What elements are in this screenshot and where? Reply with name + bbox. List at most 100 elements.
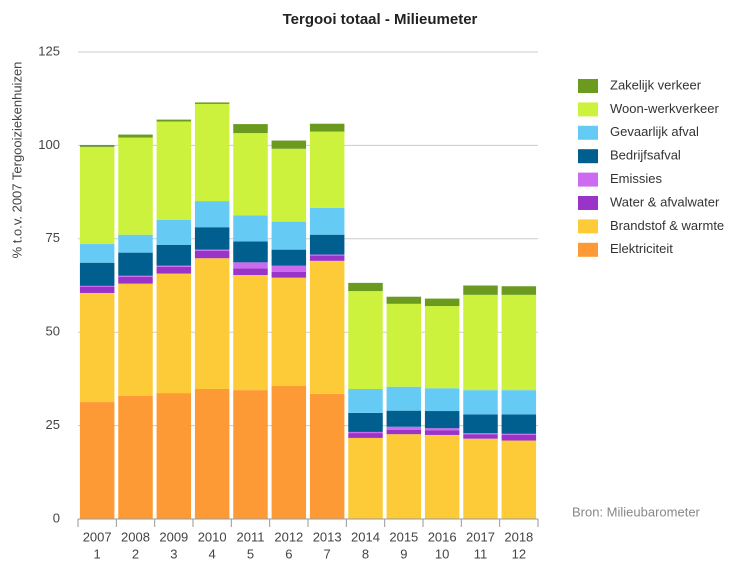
- y-tick-label: 125: [38, 43, 60, 58]
- x-tick-number: 3: [170, 546, 177, 561]
- x-tick-number: 5: [247, 546, 254, 561]
- bar-segment: [309, 255, 345, 261]
- bar-segment: [348, 431, 383, 434]
- bar-segment: [118, 137, 153, 235]
- bar-segment: [156, 266, 192, 274]
- legend-label: Gevaarlijk afval: [610, 124, 699, 139]
- bar-segment: [233, 241, 268, 263]
- bar-segment: [348, 433, 383, 438]
- bar-segment: [348, 291, 383, 389]
- x-tick-label: 2012: [274, 529, 303, 544]
- bar-segment: [194, 250, 230, 259]
- bar-segment: [386, 303, 422, 387]
- legend-label: Woon-werkverkeer: [610, 101, 720, 116]
- bar-segment: [118, 234, 153, 253]
- bar-segment: [501, 433, 537, 435]
- x-tick-label: 2017: [466, 529, 495, 544]
- bar-segment: [309, 254, 345, 256]
- legend-label: Water & afvalwater: [610, 194, 720, 209]
- bar-segment: [309, 234, 345, 255]
- bar-segment: [348, 388, 383, 413]
- bar-segment: [386, 296, 422, 304]
- x-tick-number: 4: [209, 546, 216, 561]
- x-tick-number: 12: [512, 546, 526, 561]
- bar-segment: [463, 434, 498, 439]
- x-tick-label: 2008: [121, 529, 150, 544]
- x-tick-label: 2018: [504, 529, 533, 544]
- legend-swatch: [578, 149, 598, 164]
- bar-segment: [118, 283, 153, 396]
- bar-segment: [156, 119, 192, 122]
- bar-segment: [118, 252, 153, 276]
- bar-segment: [348, 412, 383, 432]
- bar-segment: [501, 286, 537, 295]
- bar-segment: [463, 414, 498, 434]
- x-tick-number: 8: [362, 546, 369, 561]
- legend-label: Emissies: [610, 171, 663, 186]
- bar-segment: [501, 440, 537, 519]
- chart-title: Tergooi totaal - Milieumeter: [283, 11, 478, 28]
- y-tick-label: 100: [38, 137, 60, 152]
- bar-segment: [156, 244, 192, 266]
- bar-segment: [233, 262, 268, 269]
- bar-segment: [386, 434, 422, 519]
- y-tick-label: 50: [46, 324, 60, 339]
- x-tick-label: 2014: [351, 529, 380, 544]
- bar-segment: [463, 285, 498, 295]
- bar-segment: [501, 434, 537, 441]
- bar-segment: [118, 134, 153, 138]
- bar-segment: [309, 393, 345, 519]
- y-tick-label: 0: [53, 510, 60, 525]
- x-tick-number: 2: [132, 546, 139, 561]
- bar-segment: [271, 249, 307, 266]
- bar-segment: [194, 249, 230, 251]
- bar-segment: [79, 244, 115, 263]
- bar-segment: [424, 430, 460, 435]
- x-tick-number: 10: [435, 546, 449, 561]
- legend-swatch: [578, 196, 598, 210]
- bar-segment: [79, 262, 115, 286]
- legend-swatch: [578, 79, 598, 93]
- bar-segment: [271, 265, 307, 272]
- bar-segment: [386, 410, 422, 427]
- bar-segment: [79, 145, 115, 147]
- bar-segment: [501, 390, 537, 415]
- bar-segment: [271, 148, 307, 222]
- bar-segment: [309, 123, 345, 132]
- bar-segment: [156, 393, 192, 519]
- bar-segment: [424, 298, 460, 307]
- x-tick-number: 7: [324, 546, 331, 561]
- bar-segment: [271, 140, 307, 149]
- bar-segment: [463, 390, 498, 415]
- bar-segment: [309, 260, 345, 394]
- bar-segment: [309, 207, 345, 235]
- bar-segment: [424, 434, 460, 519]
- legend-swatch: [578, 219, 598, 234]
- legend-label: Zakelijk verkeer: [610, 77, 702, 92]
- x-tick-number: 6: [285, 546, 292, 561]
- legend-label: Elektriciteit: [610, 241, 673, 256]
- bar-segment: [271, 271, 307, 278]
- x-tick-label: 2015: [389, 529, 418, 544]
- bar-segment: [194, 258, 230, 389]
- bar-segment: [463, 438, 498, 519]
- bar-segment: [424, 388, 460, 412]
- bar-segment: [463, 433, 498, 435]
- legend-label: Brandstof & warmte: [610, 218, 724, 233]
- bar-segment: [348, 437, 383, 519]
- bar-segment: [424, 428, 460, 431]
- bar-segment: [424, 306, 460, 389]
- x-tick-label: 2016: [428, 529, 457, 544]
- bar-segment: [233, 275, 268, 391]
- y-axis-label: % t.o.v. 2007 Tergooiziekenhuizen: [9, 62, 24, 259]
- bar-segment: [271, 221, 307, 250]
- bar-segment: [386, 429, 422, 435]
- bar-segment: [156, 121, 192, 220]
- bar-segment: [79, 292, 115, 403]
- bar-segment: [233, 390, 268, 519]
- x-tick-label: 2009: [159, 529, 188, 544]
- bar-segment: [309, 131, 345, 208]
- legend-label: Bedrijfsafval: [610, 148, 681, 163]
- bar-segment: [79, 146, 115, 245]
